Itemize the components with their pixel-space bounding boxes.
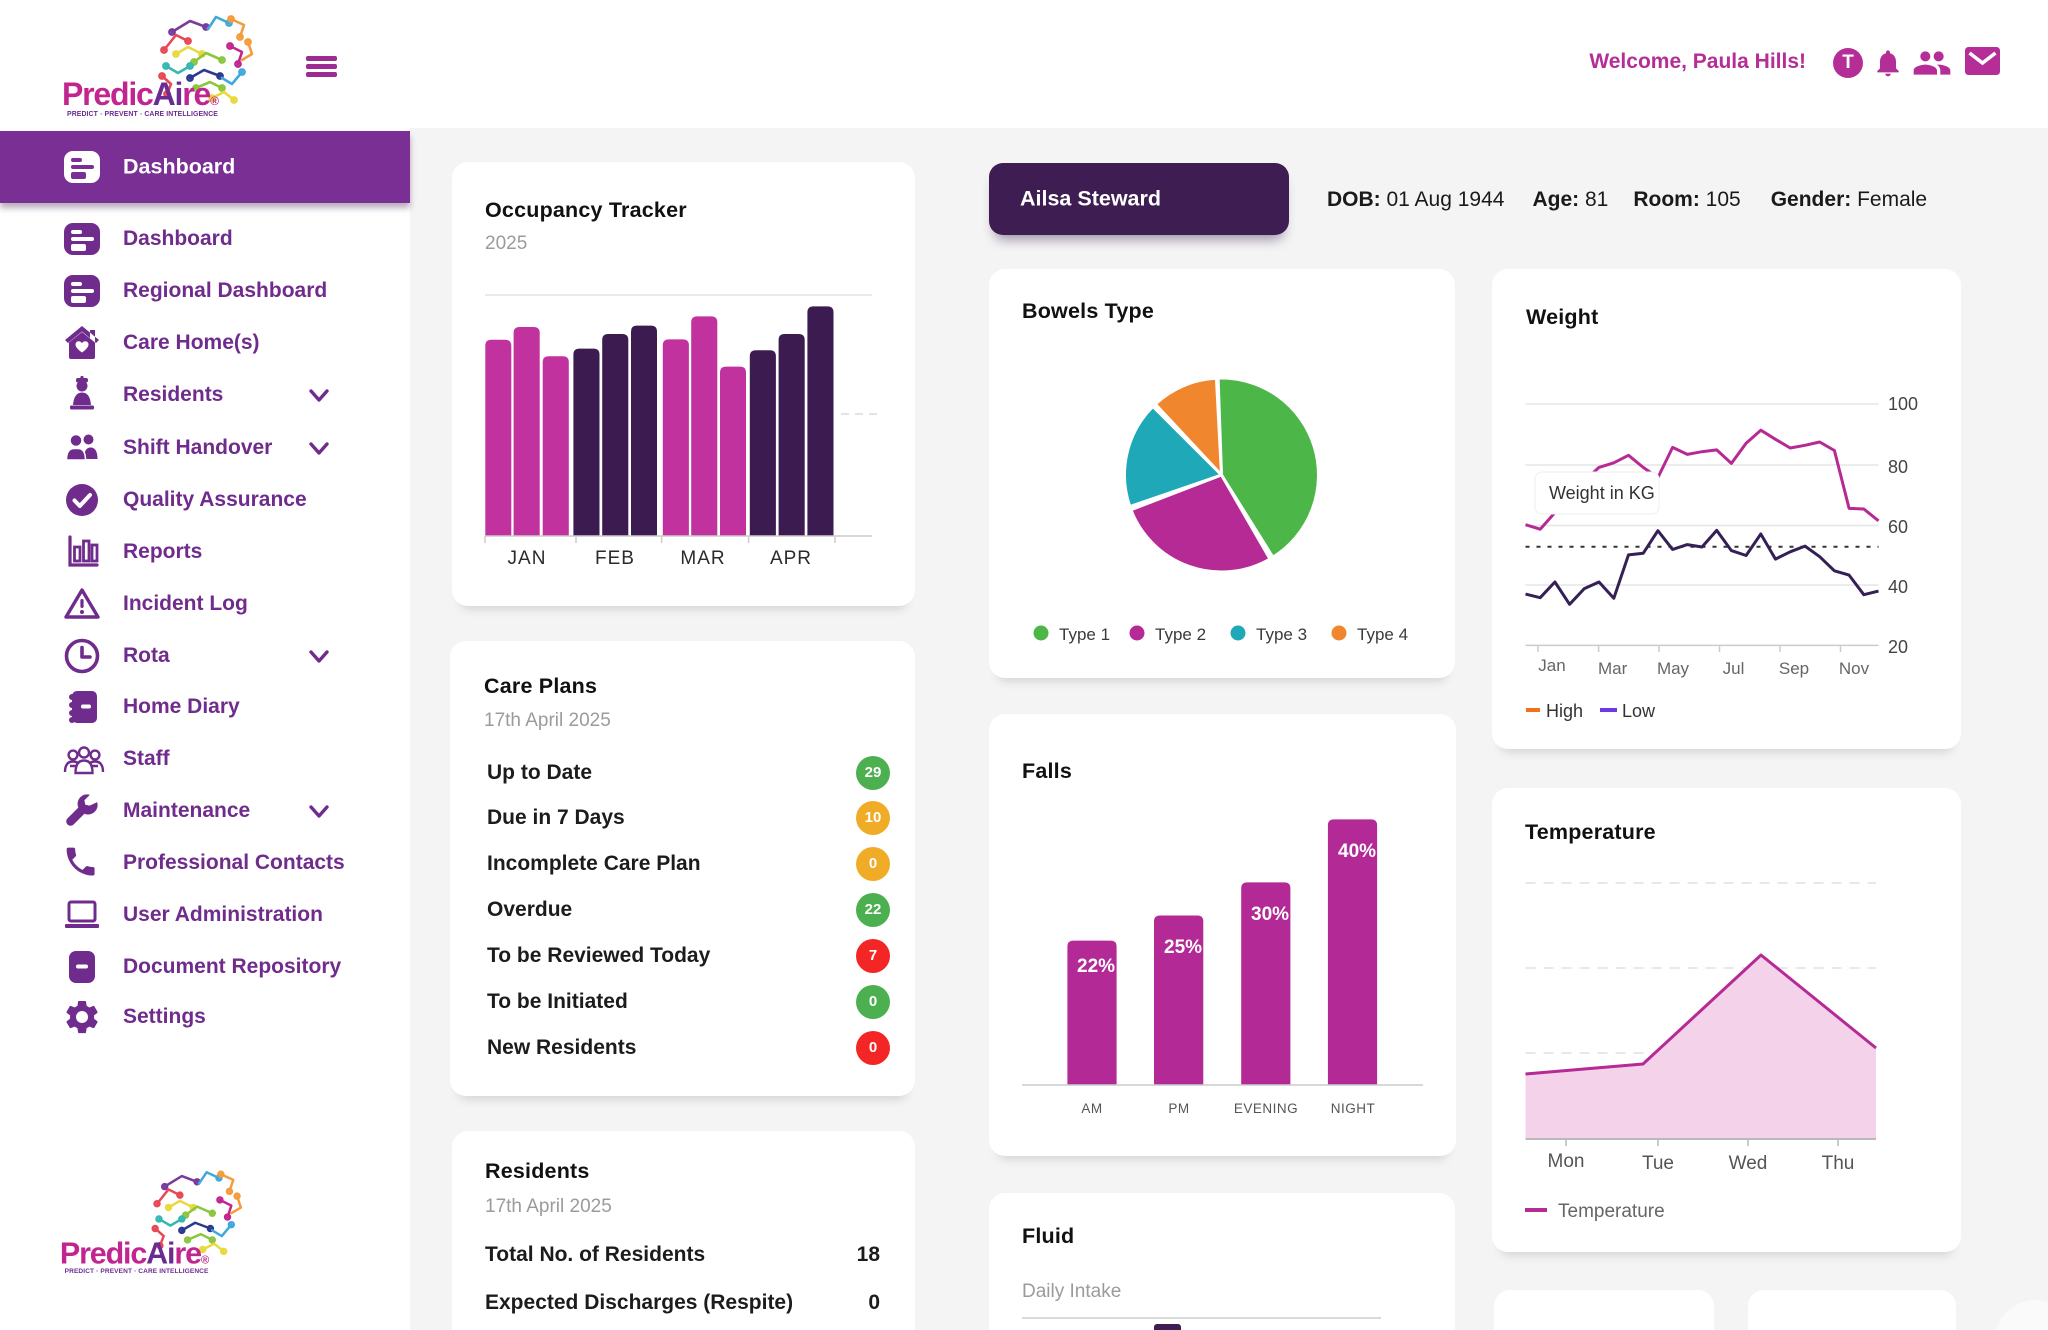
svg-text:PredicAire®: PredicAire® (62, 76, 219, 112)
svg-text:Jan: Jan (1538, 656, 1565, 675)
svg-text:JAN: JAN (508, 548, 547, 569)
svg-text:PREDICT ◦ PREVENT ◦ CARE INTEL: PREDICT ◦ PREVENT ◦ CARE INTELLIGENCE (67, 111, 218, 118)
svg-text:NIGHT: NIGHT (1331, 1101, 1376, 1116)
svg-text:Type 4: Type 4 (1357, 625, 1408, 644)
svg-text:Weight in KG: Weight in KG (1549, 483, 1655, 503)
svg-text:Thu: Thu (1822, 1153, 1855, 1174)
svg-text:EVENING: EVENING (1234, 1101, 1298, 1116)
svg-text:Type 3: Type 3 (1256, 625, 1307, 644)
svg-text:Type 1: Type 1 (1059, 625, 1110, 644)
svg-text:40: 40 (1888, 577, 1908, 597)
svg-text:30%: 30% (1251, 904, 1289, 925)
svg-text:Low: Low (1622, 701, 1656, 721)
svg-text:20: 20 (1888, 637, 1908, 657)
svg-text:APR: APR (770, 548, 812, 569)
svg-text:Wed: Wed (1729, 1153, 1768, 1174)
svg-text:Mon: Mon (1548, 1151, 1585, 1172)
svg-text:Sep: Sep (1779, 659, 1809, 678)
svg-text:Tue: Tue (1642, 1153, 1674, 1174)
svg-text:25%: 25% (1164, 937, 1202, 958)
svg-text:Mar: Mar (1598, 659, 1628, 678)
svg-text:22%: 22% (1077, 956, 1115, 977)
svg-text:FEB: FEB (595, 548, 635, 569)
svg-text:Jul: Jul (1723, 659, 1745, 678)
svg-text:60: 60 (1888, 517, 1908, 537)
svg-text:PredicAire®: PredicAire® (60, 1237, 210, 1271)
svg-text:MAR: MAR (680, 548, 725, 569)
svg-text:100: 100 (1888, 394, 1918, 414)
svg-text:PREDICT ◦ PREVENT ◦ CARE INTEL: PREDICT ◦ PREVENT ◦ CARE INTELLIGENCE (65, 1268, 209, 1275)
svg-text:High: High (1546, 701, 1583, 721)
svg-text:AM: AM (1081, 1101, 1102, 1116)
svg-text:PM: PM (1168, 1101, 1189, 1116)
svg-text:Temperature: Temperature (1558, 1201, 1665, 1222)
svg-text:80: 80 (1888, 457, 1908, 477)
svg-text:May: May (1657, 659, 1690, 678)
svg-text:Type 2: Type 2 (1155, 625, 1206, 644)
svg-text:40%: 40% (1338, 841, 1376, 862)
svg-text:Nov: Nov (1839, 659, 1870, 678)
